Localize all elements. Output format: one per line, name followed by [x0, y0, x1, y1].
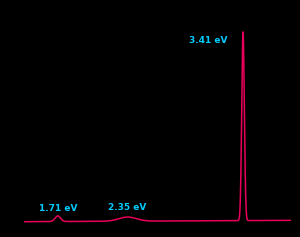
- Text: 1.71 eV: 1.71 eV: [38, 204, 77, 213]
- Text: 3.41 eV: 3.41 eV: [189, 36, 228, 45]
- Text: 2.35 eV: 2.35 eV: [108, 203, 147, 212]
